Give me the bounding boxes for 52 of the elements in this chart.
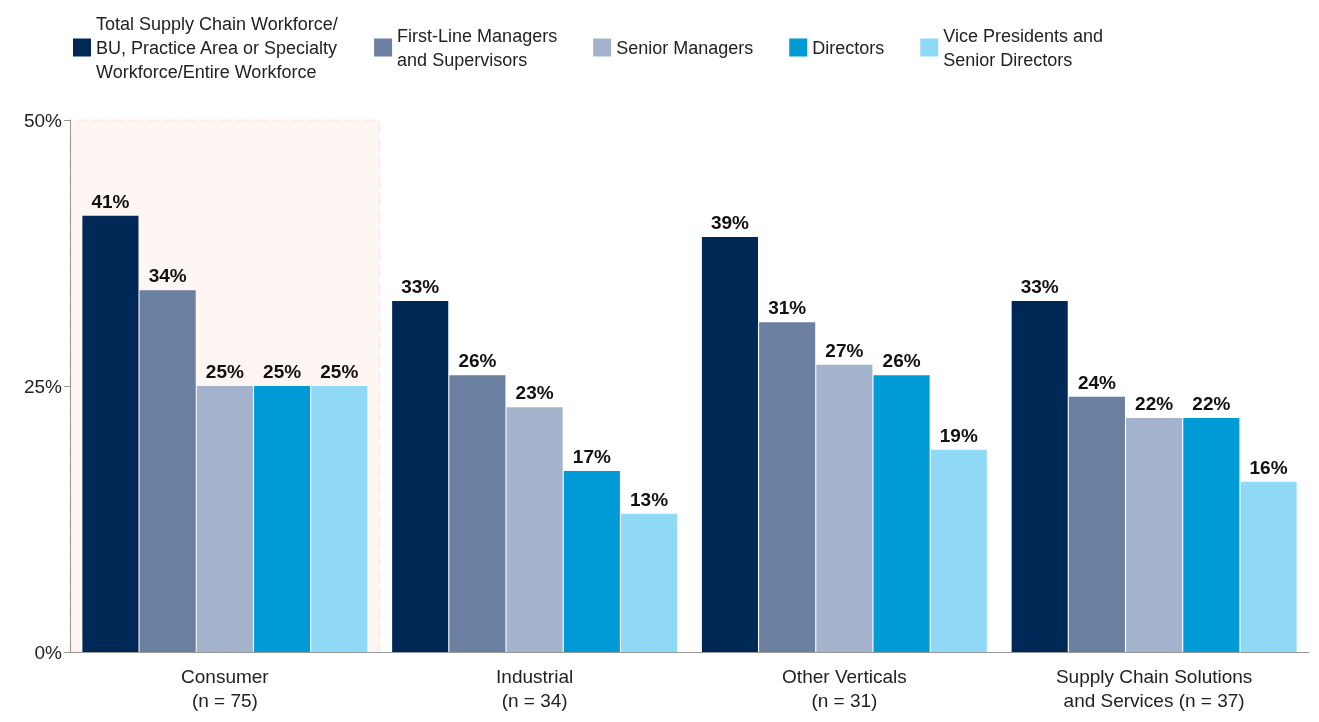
- y-tick-label: 25%: [23, 375, 63, 397]
- data-label: 33%: [401, 275, 440, 297]
- x-tick-label: Other Verticals (n = 31): [782, 665, 907, 711]
- data-label: 22%: [1135, 392, 1174, 414]
- bar: [139, 290, 196, 652]
- bar: [82, 215, 139, 652]
- bar: [449, 375, 506, 652]
- data-label: 17%: [572, 446, 611, 468]
- legend-label: Vice Presidents and Senior Directors: [943, 25, 1104, 70]
- data-label: 23%: [515, 382, 554, 404]
- legend-label: First-Line Managers and Supervisors: [397, 25, 558, 70]
- bar: [1126, 417, 1183, 652]
- bar: [759, 322, 816, 652]
- bar: [873, 375, 930, 652]
- bar: [196, 386, 253, 652]
- bar: [621, 513, 678, 652]
- legend-label: Directors: [812, 37, 885, 58]
- data-label: 16%: [1249, 456, 1288, 478]
- data-label: 22%: [1192, 392, 1231, 414]
- data-label: 26%: [458, 350, 497, 372]
- data-label: 41%: [91, 190, 130, 212]
- bar: [506, 407, 563, 652]
- bar: [1183, 417, 1240, 652]
- bar: [1240, 481, 1297, 652]
- bar: [392, 300, 449, 652]
- legend-label: Total Supply Chain Workforce/ BU, Practice Area or Specialty Workforce/Entire Workforce: [96, 13, 338, 82]
- x-tick-label: Industrial (n = 34): [496, 665, 574, 711]
- y-tick-label: 50%: [23, 109, 63, 131]
- data-label: 13%: [630, 488, 669, 510]
- bar: [563, 471, 620, 652]
- data-label: 24%: [1077, 371, 1117, 393]
- bar: [930, 449, 987, 652]
- data-label: 27%: [825, 339, 864, 361]
- y-tick-label: 0%: [34, 641, 63, 663]
- data-label: 25%: [263, 361, 302, 382]
- bar: [311, 386, 368, 652]
- x-tick-label: Consumer (n = 75): [181, 665, 270, 711]
- data-label: 33%: [1020, 275, 1059, 297]
- bar: [1068, 396, 1125, 652]
- data-label: 19%: [939, 424, 978, 446]
- bar: [254, 386, 311, 652]
- bar: [816, 364, 873, 652]
- legend-label: Senior Managers: [616, 37, 754, 58]
- data-label: 25%: [205, 361, 244, 382]
- bar: [1011, 300, 1068, 652]
- data-label: 25%: [320, 361, 359, 382]
- data-label: 39%: [710, 212, 750, 234]
- data-label: 31%: [768, 297, 807, 319]
- x-tick-label: Supply Chain Solutions and Services (n = 37): [1055, 665, 1253, 711]
- bar: [701, 237, 758, 652]
- data-label: 26%: [882, 350, 921, 372]
- data-label: 34%: [148, 265, 187, 287]
